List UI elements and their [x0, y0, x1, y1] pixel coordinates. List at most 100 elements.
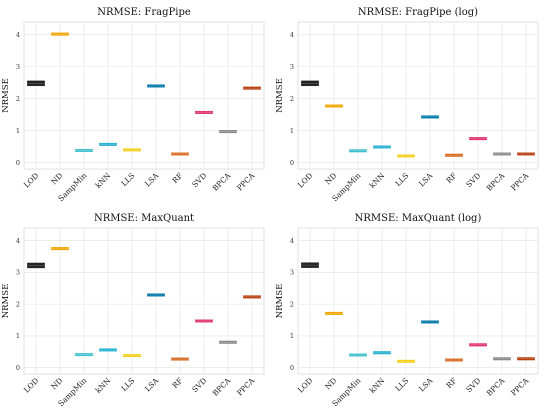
box-lsa: [421, 115, 439, 119]
x-tick-label: SVD: [190, 376, 208, 394]
box-rf: [445, 358, 463, 362]
x-tick-label: RF: [444, 171, 458, 185]
box-ppca: [517, 357, 535, 361]
x-tick-label: LOD: [296, 376, 314, 394]
box-knn: [373, 351, 391, 355]
x-tick-label: kNN: [368, 376, 387, 395]
y-tick-label: 1: [16, 127, 20, 135]
y-axis-label: NRMSE: [1, 284, 11, 319]
box-lls: [123, 354, 141, 358]
chart-title: NRMSE: FragPipe (log): [358, 7, 478, 18]
y-tick-label: 3: [290, 63, 294, 71]
box-lls: [397, 359, 415, 363]
y-axis-label: NRMSE: [275, 78, 285, 113]
box-lod: [301, 262, 319, 268]
box-rf: [171, 357, 189, 361]
box-svd: [195, 110, 213, 114]
y-tick-label: 0: [16, 159, 20, 167]
box-lod: [27, 80, 45, 87]
chart-title: NRMSE: FragPipe: [97, 7, 191, 18]
box-rf: [445, 153, 463, 157]
y-axis-label: NRMSE: [1, 78, 11, 113]
box-lsa: [147, 84, 165, 88]
box-svd: [195, 319, 213, 323]
x-tick-label: LLS: [393, 171, 410, 188]
x-tick-label: LLS: [119, 171, 136, 188]
x-tick-label: SVD: [190, 171, 208, 189]
y-tick-label: 2: [16, 300, 20, 308]
y-tick-label: 4: [290, 237, 294, 245]
y-tick-label: 2: [16, 95, 20, 103]
box-bpca: [219, 130, 237, 134]
x-tick-label: kNN: [94, 171, 113, 190]
box-svd: [469, 137, 487, 141]
x-tick-label: LSA: [143, 376, 161, 394]
x-tick-label: ND: [323, 376, 338, 391]
plot-area: [23, 21, 265, 170]
x-tick-label: ND: [49, 376, 64, 391]
y-tick-label: 2: [290, 95, 294, 103]
box-knn: [99, 142, 117, 146]
box-lls: [397, 154, 415, 158]
chart-title: NRMSE: MaxQuant: [94, 213, 194, 224]
box-rf: [171, 152, 189, 156]
box-bpca: [493, 357, 511, 361]
box-ppca: [517, 152, 535, 156]
x-tick-label: LOD: [296, 171, 314, 189]
y-tick-label: 0: [290, 364, 294, 372]
box-nd: [51, 32, 69, 36]
box-svd: [469, 343, 487, 347]
box-sampmin: [75, 148, 93, 152]
box-lls: [123, 148, 141, 152]
x-tick-label: SVD: [464, 376, 482, 394]
box-nd: [51, 247, 69, 251]
x-tick-label: RF: [170, 171, 184, 185]
box-knn: [99, 348, 117, 352]
y-tick-label: 0: [16, 364, 20, 372]
box-lod: [27, 262, 45, 269]
x-tick-label: BPCA: [485, 171, 507, 193]
x-tick-label: PPCA: [509, 376, 531, 398]
x-tick-label: RF: [444, 376, 458, 390]
box-sampmin: [75, 353, 93, 357]
box-nd: [325, 104, 343, 108]
x-tick-label: kNN: [368, 171, 387, 190]
x-tick-label: PPCA: [509, 171, 531, 193]
x-tick-label: PPCA: [235, 376, 257, 398]
x-tick-label: LLS: [393, 376, 410, 393]
x-tick-label: LSA: [417, 376, 435, 394]
box-ppca: [243, 295, 261, 299]
x-tick-label: ND: [49, 171, 64, 186]
box-lsa: [421, 320, 439, 324]
y-tick-label: 4: [16, 237, 20, 245]
x-tick-label: LLS: [119, 376, 136, 393]
y-tick-label: 1: [290, 127, 294, 135]
x-tick-label: RF: [170, 376, 184, 390]
y-tick-label: 1: [290, 332, 294, 340]
plot-area: [297, 21, 539, 170]
box-sampmin: [349, 353, 367, 357]
x-tick-label: kNN: [94, 376, 113, 395]
box-lsa: [147, 293, 165, 297]
x-tick-label: LSA: [417, 171, 435, 189]
x-tick-label: LOD: [22, 376, 40, 394]
chart-title: NRMSE: MaxQuant (log): [355, 213, 482, 224]
y-tick-label: 3: [16, 63, 20, 71]
x-tick-label: SVD: [464, 171, 482, 189]
y-axis-label: NRMSE: [275, 284, 285, 319]
plot-area: [297, 227, 539, 375]
box-nd: [325, 311, 343, 315]
x-tick-label: PPCA: [235, 171, 257, 193]
plot-area: [23, 227, 265, 375]
box-bpca: [219, 340, 237, 344]
x-tick-label: BPCA: [211, 376, 233, 398]
y-tick-label: 3: [16, 269, 20, 277]
x-tick-label: LSA: [143, 171, 161, 189]
box-lod: [301, 80, 319, 87]
x-tick-label: ND: [323, 171, 338, 186]
x-tick-label: BPCA: [211, 171, 233, 193]
